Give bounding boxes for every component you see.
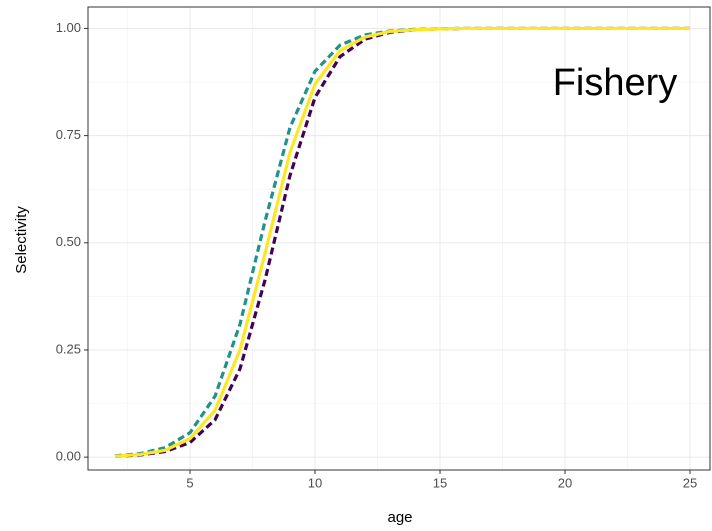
x-tick-label: 10 <box>308 475 322 490</box>
y-tick-label: 1.00 <box>56 20 81 35</box>
y-tick-label: 0.75 <box>56 127 81 142</box>
x-tick-label: 25 <box>683 475 697 490</box>
y-tick-label: 0.50 <box>56 234 81 249</box>
y-tick-label: 0.00 <box>56 449 81 464</box>
y-axis-title: Selectivity <box>13 206 30 274</box>
x-axis-title: age <box>387 509 412 526</box>
y-tick-label: 0.25 <box>56 341 81 356</box>
annotation: Fishery <box>553 62 678 104</box>
series-line <box>114 26 690 458</box>
x-tick-label: 5 <box>186 475 193 490</box>
x-tick-label: 20 <box>558 475 572 490</box>
panel-border <box>87 6 711 471</box>
x-tick-label: 15 <box>433 475 447 490</box>
